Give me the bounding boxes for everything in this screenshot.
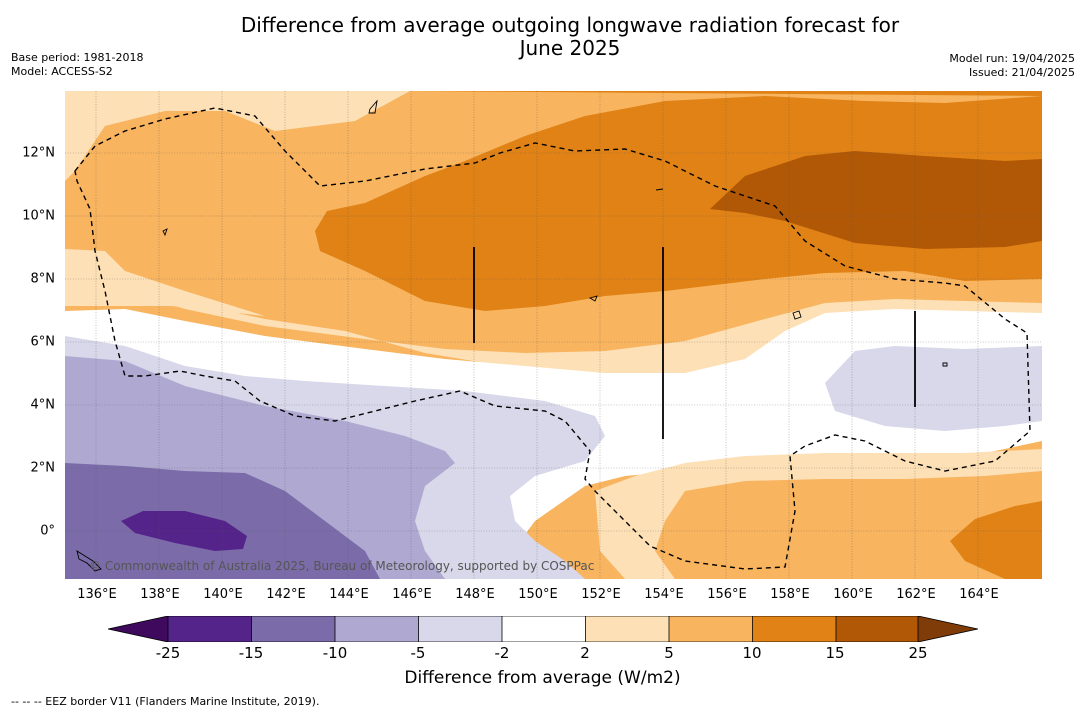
meta-right: Model run: 19/04/2025 Issued: 21/04/2025: [949, 52, 1075, 80]
x-tick-label: 140°E: [203, 587, 243, 602]
model-text: Model: ACCESS-S2: [11, 65, 113, 78]
island-kosrae: [942, 362, 948, 367]
x-tick-label: 150°E: [518, 587, 558, 602]
x-tick-label: 158°E: [770, 587, 810, 602]
x-tick-label: 156°E: [707, 587, 747, 602]
issued-text: Issued: 21/04/2025: [968, 66, 1075, 79]
y-tick-label: 8°N: [30, 271, 56, 287]
colorbar-bin: [752, 616, 836, 642]
island-pohnpei: [792, 310, 802, 320]
gridlines: [65, 91, 1042, 579]
colorbar-ticks: -25 -15 -10 -5 -2 2 5 10 15 25: [0, 644, 1085, 662]
y-tick-label: 4°N: [30, 397, 56, 413]
copyright-notice: © Commonwealth of Australia 2025, Bureau…: [89, 559, 595, 573]
island-png-north: [76, 550, 102, 572]
x-tick-label: 136°E: [77, 587, 117, 602]
y-tick-label: 12°N: [22, 145, 55, 161]
colorbar-tick-label: 2: [580, 644, 590, 662]
colorbar-bin: [585, 616, 669, 642]
x-tick-label: 152°E: [581, 587, 621, 602]
colorbar-tick-label: -5: [410, 644, 426, 662]
x-tick-label: 146°E: [392, 587, 432, 602]
eez-footnote: -- -- -- EEZ border V11 (Flanders Marine…: [11, 695, 320, 708]
colorbar-tick-label: 25: [908, 644, 928, 662]
colorbar-tick-label: -2: [494, 644, 510, 662]
colorbar-label: Difference from average (W/m2): [404, 668, 681, 688]
island-small-1: [162, 228, 168, 237]
band-orange-darkest: [710, 151, 1042, 249]
black-markers: [473, 247, 916, 439]
colorbar-bin: [836, 616, 918, 642]
x-tick-label: 138°E: [140, 587, 180, 602]
y-tick-label: 2°N: [30, 460, 56, 476]
y-tick-label: 6°N: [30, 334, 56, 350]
y-tick-label: 10°N: [22, 208, 55, 224]
island-guam: [368, 99, 378, 114]
colorbar-arrow-left: [108, 616, 168, 642]
colorbar-tick-label: -10: [322, 644, 348, 662]
x-tick-label: 164°E: [959, 587, 999, 602]
colorbar-outline: [108, 616, 978, 642]
colorbar-bin: [418, 616, 502, 642]
base-period-text: Base period: 1981-2018: [11, 51, 144, 64]
colorbar-arrow-right: [918, 616, 978, 642]
x-tick-label: 154°E: [644, 587, 684, 602]
x-tick-label: 160°E: [833, 587, 873, 602]
colorbar-bin: [168, 616, 252, 642]
colorbar-tick-label: 15: [825, 644, 845, 662]
colorbar-tick-label: 10: [742, 644, 762, 662]
island-small-2: [588, 295, 598, 302]
band-peach-top: [65, 91, 410, 181]
x-tick-label: 142°E: [266, 587, 306, 602]
y-axis-labels: 12°N 10°N 8°N 6°N 4°N 2°N 0°: [0, 0, 60, 713]
colorbar-bin: [502, 616, 586, 642]
meta-left: Base period: 1981-2018 Model: ACCESS-S2: [11, 51, 143, 79]
x-tick-label: 148°E: [455, 587, 495, 602]
band-orange-dark: [315, 91, 1042, 311]
colorbar: [108, 616, 978, 642]
map-title: Difference from average outgoing longwav…: [0, 14, 1085, 60]
colorbar-tick-label: -25: [155, 644, 181, 662]
x-axis-labels: 136°E 138°E 140°E 142°E 144°E 146°E 148°…: [0, 587, 1085, 605]
map-svg: [65, 91, 1042, 579]
band-purple-dark: [121, 511, 247, 551]
band-orange-dark-lower-right: [950, 501, 1042, 579]
band-peach-top-left-strip: [65, 249, 265, 316]
eez-border: [74, 107, 1031, 570]
x-tick-label: 162°E: [896, 587, 936, 602]
island-small-3: [655, 188, 664, 191]
olr-map: © Commonwealth of Australia 2025, Bureau…: [65, 91, 1042, 579]
colorbar-tick-label: 5: [664, 644, 674, 662]
colorbar-tick-label: -15: [238, 644, 264, 662]
colorbar-bin: [335, 616, 419, 642]
y-tick-label: 0°: [40, 523, 55, 539]
islands: [76, 99, 948, 572]
title-line-2: June 2025: [519, 36, 621, 60]
band-lavender-light-right: [825, 346, 1042, 431]
x-tick-label: 144°E: [329, 587, 369, 602]
colorbar-bin: [669, 616, 753, 642]
model-run-text: Model run: 19/04/2025: [949, 52, 1075, 65]
band-orange-lower-right: [655, 471, 1042, 579]
colorbar-bin: [251, 616, 335, 642]
title-line-1: Difference from average outgoing longwav…: [240, 13, 900, 37]
